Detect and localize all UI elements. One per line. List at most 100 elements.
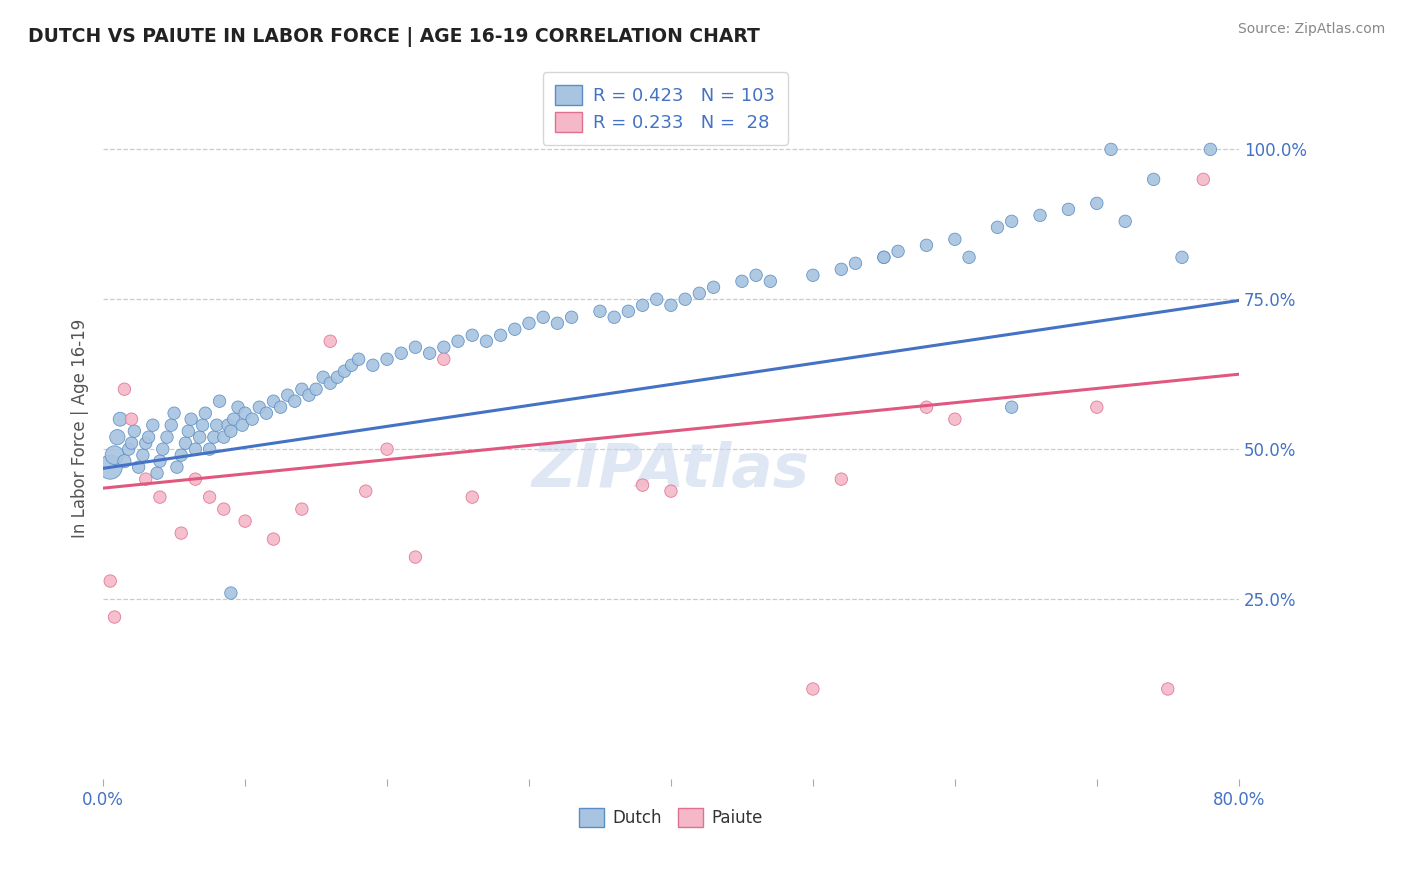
Point [844, 256, 866, 270]
Point [319, 376, 342, 391]
Point [1142, 172, 1164, 186]
Point [219, 424, 242, 438]
Point [326, 370, 349, 384]
Point [1171, 250, 1194, 264]
Point [177, 424, 200, 438]
Point [212, 430, 235, 444]
Point [503, 322, 526, 336]
Point [98, 574, 121, 588]
Point [231, 418, 253, 433]
Point [561, 310, 583, 325]
Text: ZIPAtlas: ZIPAtlas [531, 441, 810, 500]
Point [1085, 400, 1108, 414]
Point [142, 418, 165, 433]
Point [375, 442, 398, 457]
Point [1057, 202, 1080, 217]
Point [1085, 196, 1108, 211]
Point [347, 352, 370, 367]
Point [461, 328, 484, 343]
Point [149, 490, 172, 504]
Point [312, 370, 335, 384]
Text: Source: ZipAtlas.com: Source: ZipAtlas.com [1237, 22, 1385, 37]
Point [170, 448, 193, 462]
Point [103, 610, 125, 624]
Point [645, 293, 668, 307]
Point [108, 412, 131, 426]
Point [943, 232, 966, 246]
Point [156, 430, 179, 444]
Point [284, 394, 307, 409]
Point [180, 412, 202, 426]
Point [986, 220, 1008, 235]
Point [354, 484, 377, 499]
Point [132, 448, 155, 462]
Point [188, 430, 211, 444]
Point [319, 334, 342, 349]
Point [375, 352, 398, 367]
Point [226, 400, 249, 414]
Point [217, 418, 239, 433]
Point [184, 472, 207, 486]
Point [475, 334, 498, 349]
Point [731, 274, 754, 288]
Point [160, 418, 183, 433]
Point [461, 490, 484, 504]
Point [212, 502, 235, 516]
Point [219, 586, 242, 600]
Point [433, 340, 456, 354]
Point [121, 412, 143, 426]
Point [1001, 400, 1024, 414]
Point [873, 250, 896, 264]
Point [957, 250, 980, 264]
Point [830, 262, 852, 277]
Point [184, 442, 207, 457]
Point [447, 334, 470, 349]
Point [404, 340, 426, 354]
Point [1099, 142, 1122, 156]
Point [1199, 142, 1222, 156]
Point [433, 352, 456, 367]
Point [263, 394, 285, 409]
Point [673, 293, 696, 307]
Point [333, 364, 356, 378]
Point [205, 418, 228, 433]
Point [135, 436, 157, 450]
Point [340, 358, 363, 372]
Point [659, 484, 682, 499]
Point [419, 346, 441, 360]
Point [166, 460, 188, 475]
Point [745, 268, 768, 283]
Point [1192, 172, 1215, 186]
Point [531, 310, 554, 325]
Point [124, 424, 146, 438]
Point [146, 466, 169, 480]
Point [191, 418, 214, 433]
Point [298, 388, 321, 402]
Point [305, 382, 328, 396]
Point [589, 304, 612, 318]
Point [152, 442, 174, 457]
Point [659, 298, 682, 312]
Point [915, 400, 938, 414]
Point [138, 430, 160, 444]
Point [270, 400, 292, 414]
Point [631, 478, 654, 492]
Point [873, 250, 896, 264]
Point [943, 412, 966, 426]
Text: DUTCH VS PAIUTE IN LABOR FORCE | AGE 16-19 CORRELATION CHART: DUTCH VS PAIUTE IN LABOR FORCE | AGE 16-… [28, 27, 761, 46]
Point [254, 406, 277, 420]
Point [1029, 208, 1052, 222]
Point [759, 274, 782, 288]
Point [105, 430, 128, 444]
Point [149, 454, 172, 468]
Point [277, 388, 299, 402]
Point [174, 436, 197, 450]
Point [98, 460, 121, 475]
Point [801, 681, 824, 696]
Point [603, 310, 626, 325]
Point [103, 448, 125, 462]
Point [361, 358, 384, 372]
Point [404, 550, 426, 565]
Point [1001, 214, 1024, 228]
Point [222, 412, 245, 426]
